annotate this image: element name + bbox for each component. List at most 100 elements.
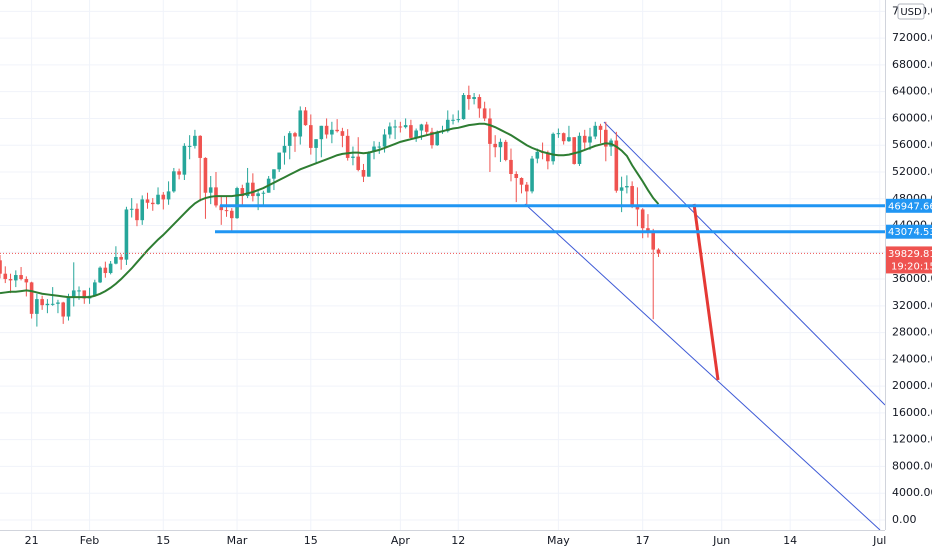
x-tick-label: 17 — [636, 534, 650, 547]
candle-body — [556, 133, 561, 135]
candle-body — [219, 205, 224, 211]
y-tick-label: 56000.00 — [892, 138, 932, 151]
currency-badge[interactable] — [897, 3, 925, 20]
candle-body — [388, 126, 392, 135]
candle-body — [24, 279, 29, 283]
candle-body — [103, 267, 108, 274]
candle-body — [324, 125, 329, 135]
projection-arrow — [692, 203, 720, 381]
candle-body — [461, 95, 466, 120]
candle-body — [77, 290, 81, 292]
candle-body — [182, 145, 187, 175]
candle-body — [140, 199, 145, 221]
candle-body — [366, 151, 371, 177]
candle-body — [203, 157, 208, 193]
candle-body — [604, 129, 608, 147]
candle-body — [129, 208, 134, 210]
candle-body — [193, 135, 197, 146]
candle-body — [340, 131, 345, 136]
candle-body — [382, 134, 387, 147]
candle-body — [577, 135, 582, 164]
y-tick-label: 52000.00 — [892, 165, 932, 178]
candle-body — [298, 110, 303, 137]
axis: 0.00 4000.00 8000.00 12000.00 16000.00 20000.… — [25, 4, 932, 547]
candle-body — [261, 192, 266, 194]
candle-body — [514, 173, 519, 179]
candle-body — [567, 137, 571, 142]
y-tick-label: 64000.00 — [892, 85, 932, 98]
candle-body — [377, 146, 382, 148]
candle-body — [593, 125, 598, 137]
currency: USD — [900, 7, 922, 18]
y-tick-label: 0.00 — [892, 513, 917, 526]
marks — [0, 85, 885, 327]
candle-body — [424, 124, 429, 132]
candle-body — [35, 299, 39, 314]
y-tick-label: 16000.00 — [892, 406, 932, 419]
candle-body — [150, 202, 155, 205]
candle-body — [330, 129, 334, 135]
candle-body — [488, 118, 492, 144]
x-tick-label: 15 — [304, 534, 318, 547]
candle-body — [493, 143, 497, 148]
candle-body — [619, 187, 624, 191]
moving-average — [0, 122, 660, 299]
candle-body — [14, 275, 18, 281]
candle-body — [251, 182, 255, 197]
candle-body — [161, 194, 166, 200]
level-label: 43074.53 — [888, 227, 932, 238]
candle-body — [56, 302, 60, 304]
candle-body — [93, 282, 97, 296]
candle-body — [345, 135, 350, 158]
x-tick-label: Feb — [80, 534, 99, 547]
candle-body — [640, 209, 645, 229]
y-tick-label: 28000.00 — [892, 326, 932, 339]
candle-body — [356, 156, 361, 170]
candle-body — [498, 141, 503, 148]
candle-body — [145, 199, 150, 203]
x-tick-label: 21 — [25, 534, 39, 547]
candle-body — [124, 209, 129, 260]
channel-lower — [524, 203, 881, 530]
candle-body — [414, 130, 418, 138]
candle-body — [598, 125, 603, 130]
y-tick-label: 32000.00 — [892, 299, 932, 312]
candle-body — [309, 125, 313, 148]
candle-body — [635, 206, 640, 210]
candle-body — [208, 187, 213, 193]
candle-body — [530, 158, 534, 192]
candle-body — [335, 129, 339, 132]
candle-body — [245, 182, 250, 197]
x-tick-label: 15 — [156, 534, 170, 547]
countdown: 19:20:15 — [891, 261, 932, 272]
candle-body — [156, 194, 160, 205]
candle-body — [409, 125, 413, 138]
candle-body — [319, 125, 324, 140]
price-label: 39829.81 — [888, 249, 932, 260]
x-tick-label: Jul — [872, 534, 886, 547]
candle-body — [224, 210, 229, 212]
candle-body — [256, 193, 260, 197]
y-tick-label: 4000.00 — [892, 486, 932, 499]
candle-body — [50, 303, 55, 305]
candle-body — [372, 146, 376, 152]
candle-body — [0, 260, 2, 274]
y-tick-label: 72000.00 — [892, 31, 932, 44]
channel-upper — [603, 121, 885, 406]
x-tick-label: 14 — [783, 534, 797, 547]
x-tick-label: May — [547, 534, 570, 547]
candle-body — [277, 152, 281, 170]
grid — [0, 0, 885, 530]
candle-body — [287, 133, 292, 146]
y-tick-label: 24000.00 — [892, 352, 932, 365]
candle-body — [198, 135, 202, 158]
candle-body — [135, 208, 139, 221]
candle-body — [187, 145, 192, 147]
candle-body — [572, 137, 576, 164]
candle-body — [240, 188, 245, 197]
level-label: 46947.66 — [888, 201, 932, 212]
candle-body — [235, 188, 239, 219]
candle-body — [303, 110, 308, 126]
y-tick-label: 36000.00 — [892, 272, 932, 285]
